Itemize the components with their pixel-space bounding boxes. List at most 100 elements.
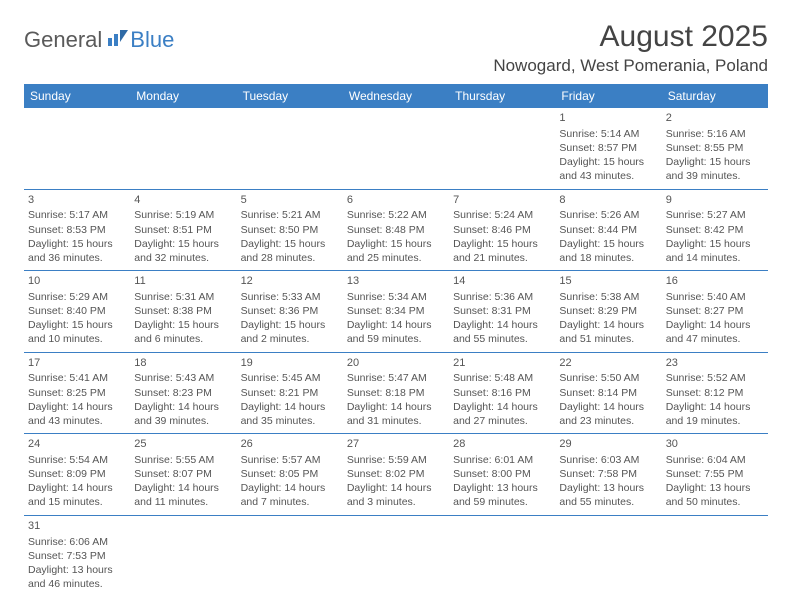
sunset-text: Sunset: 8:16 PM — [453, 386, 551, 400]
day-header-row: SundayMondayTuesdayWednesdayThursdayFrid… — [24, 84, 768, 108]
sunrise-text: Sunrise: 5:22 AM — [347, 208, 445, 222]
sunrise-text: Sunrise: 5:14 AM — [559, 127, 657, 141]
calendar-week: 3Sunrise: 5:17 AMSunset: 8:53 PMDaylight… — [24, 190, 768, 272]
daylight-text: Daylight: 15 hours — [134, 237, 232, 251]
logo-chart-icon — [106, 26, 128, 53]
logo-text-b: Blue — [130, 27, 174, 53]
day-number: 16 — [666, 274, 764, 289]
daylight-text: and 39 minutes. — [134, 414, 232, 428]
daylight-text: and 23 minutes. — [559, 414, 657, 428]
day-number: 9 — [666, 193, 764, 208]
calendar: SundayMondayTuesdayWednesdayThursdayFrid… — [24, 84, 768, 596]
daylight-text: Daylight: 14 hours — [28, 481, 126, 495]
sunset-text: Sunset: 8:09 PM — [28, 467, 126, 481]
calendar-day: 7Sunrise: 5:24 AMSunset: 8:46 PMDaylight… — [449, 190, 555, 271]
sunrise-text: Sunrise: 5:34 AM — [347, 290, 445, 304]
daylight-text: and 36 minutes. — [28, 251, 126, 265]
daylight-text: and 50 minutes. — [666, 495, 764, 509]
calendar-day: 6Sunrise: 5:22 AMSunset: 8:48 PMDaylight… — [343, 190, 449, 271]
daylight-text: Daylight: 15 hours — [666, 237, 764, 251]
day-number: 30 — [666, 437, 764, 452]
daylight-text: Daylight: 15 hours — [453, 237, 551, 251]
daylight-text: Daylight: 14 hours — [559, 318, 657, 332]
daylight-text: Daylight: 13 hours — [453, 481, 551, 495]
calendar-empty — [449, 516, 555, 597]
sunset-text: Sunset: 8:27 PM — [666, 304, 764, 318]
day-number: 2 — [666, 111, 764, 126]
calendar-week: 17Sunrise: 5:41 AMSunset: 8:25 PMDayligh… — [24, 353, 768, 435]
calendar-empty — [555, 516, 661, 597]
sunrise-text: Sunrise: 5:41 AM — [28, 371, 126, 385]
daylight-text: and 46 minutes. — [28, 577, 126, 591]
calendar-week: 10Sunrise: 5:29 AMSunset: 8:40 PMDayligh… — [24, 271, 768, 353]
month-title: August 2025 — [493, 20, 768, 54]
sunset-text: Sunset: 8:55 PM — [666, 141, 764, 155]
calendar-day: 8Sunrise: 5:26 AMSunset: 8:44 PMDaylight… — [555, 190, 661, 271]
calendar-day: 11Sunrise: 5:31 AMSunset: 8:38 PMDayligh… — [130, 271, 236, 352]
day-number: 14 — [453, 274, 551, 289]
daylight-text: Daylight: 14 hours — [453, 400, 551, 414]
day-number: 5 — [241, 193, 339, 208]
sunset-text: Sunset: 8:00 PM — [453, 467, 551, 481]
day-header-cell: Wednesday — [343, 84, 449, 108]
daylight-text: and 55 minutes. — [453, 332, 551, 346]
daylight-text: Daylight: 14 hours — [666, 400, 764, 414]
sunrise-text: Sunrise: 5:38 AM — [559, 290, 657, 304]
daylight-text: and 10 minutes. — [28, 332, 126, 346]
sunset-text: Sunset: 8:14 PM — [559, 386, 657, 400]
day-header-cell: Sunday — [24, 84, 130, 108]
sunset-text: Sunset: 8:53 PM — [28, 223, 126, 237]
sunrise-text: Sunrise: 5:40 AM — [666, 290, 764, 304]
sunrise-text: Sunrise: 5:26 AM — [559, 208, 657, 222]
daylight-text: Daylight: 14 hours — [134, 481, 232, 495]
sunrise-text: Sunrise: 5:33 AM — [241, 290, 339, 304]
sunset-text: Sunset: 8:42 PM — [666, 223, 764, 237]
daylight-text: Daylight: 14 hours — [134, 400, 232, 414]
day-number: 15 — [559, 274, 657, 289]
calendar-day: 20Sunrise: 5:47 AMSunset: 8:18 PMDayligh… — [343, 353, 449, 434]
calendar-day: 18Sunrise: 5:43 AMSunset: 8:23 PMDayligh… — [130, 353, 236, 434]
day-number: 6 — [347, 193, 445, 208]
calendar-empty — [343, 516, 449, 597]
sunrise-text: Sunrise: 6:03 AM — [559, 453, 657, 467]
daylight-text: Daylight: 13 hours — [559, 481, 657, 495]
daylight-text: and 59 minutes. — [347, 332, 445, 346]
sunrise-text: Sunrise: 5:54 AM — [28, 453, 126, 467]
sunrise-text: Sunrise: 5:29 AM — [28, 290, 126, 304]
calendar-day: 5Sunrise: 5:21 AMSunset: 8:50 PMDaylight… — [237, 190, 343, 271]
calendar-week: 1Sunrise: 5:14 AMSunset: 8:57 PMDaylight… — [24, 108, 768, 190]
calendar-empty — [24, 108, 130, 189]
calendar-day: 31Sunrise: 6:06 AMSunset: 7:53 PMDayligh… — [24, 516, 130, 597]
logo: General Blue — [24, 26, 174, 53]
daylight-text: and 31 minutes. — [347, 414, 445, 428]
calendar-day: 2Sunrise: 5:16 AMSunset: 8:55 PMDaylight… — [662, 108, 768, 189]
calendar-day: 27Sunrise: 5:59 AMSunset: 8:02 PMDayligh… — [343, 434, 449, 515]
sunset-text: Sunset: 8:12 PM — [666, 386, 764, 400]
calendar-day: 14Sunrise: 5:36 AMSunset: 8:31 PMDayligh… — [449, 271, 555, 352]
sunset-text: Sunset: 8:38 PM — [134, 304, 232, 318]
sunset-text: Sunset: 8:18 PM — [347, 386, 445, 400]
sunset-text: Sunset: 8:46 PM — [453, 223, 551, 237]
sunrise-text: Sunrise: 5:16 AM — [666, 127, 764, 141]
sunrise-text: Sunrise: 5:31 AM — [134, 290, 232, 304]
day-header-cell: Friday — [555, 84, 661, 108]
sunset-text: Sunset: 8:40 PM — [28, 304, 126, 318]
calendar-day: 25Sunrise: 5:55 AMSunset: 8:07 PMDayligh… — [130, 434, 236, 515]
daylight-text: and 55 minutes. — [559, 495, 657, 509]
daylight-text: Daylight: 14 hours — [559, 400, 657, 414]
sunset-text: Sunset: 8:50 PM — [241, 223, 339, 237]
calendar-day: 3Sunrise: 5:17 AMSunset: 8:53 PMDaylight… — [24, 190, 130, 271]
daylight-text: Daylight: 15 hours — [241, 237, 339, 251]
sunrise-text: Sunrise: 5:27 AM — [666, 208, 764, 222]
day-number: 31 — [28, 519, 126, 534]
sunrise-text: Sunrise: 6:04 AM — [666, 453, 764, 467]
day-number: 1 — [559, 111, 657, 126]
daylight-text: Daylight: 14 hours — [347, 400, 445, 414]
daylight-text: and 43 minutes. — [28, 414, 126, 428]
sunset-text: Sunset: 8:44 PM — [559, 223, 657, 237]
sunrise-text: Sunrise: 6:06 AM — [28, 535, 126, 549]
day-number: 25 — [134, 437, 232, 452]
daylight-text: and 39 minutes. — [666, 169, 764, 183]
sunset-text: Sunset: 8:48 PM — [347, 223, 445, 237]
calendar-empty — [449, 108, 555, 189]
